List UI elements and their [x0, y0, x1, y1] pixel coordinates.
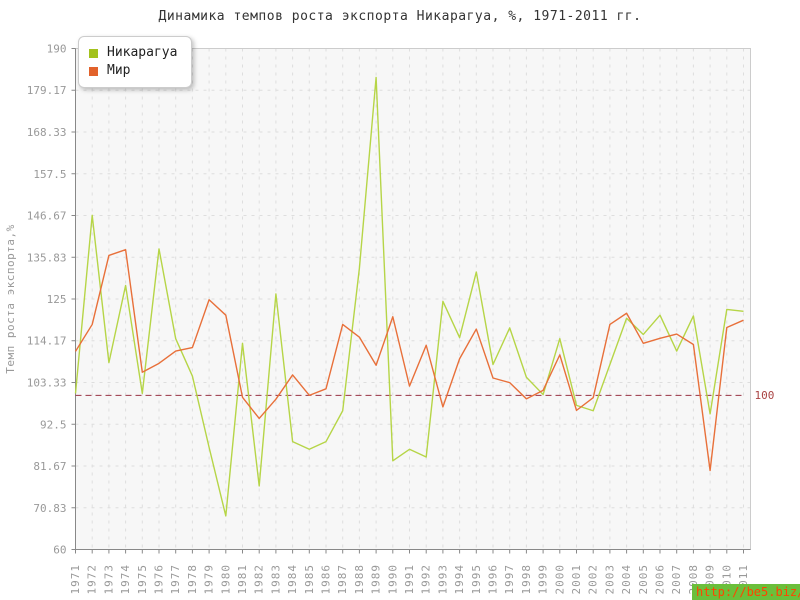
x-tick-label: 1991 [403, 564, 416, 595]
x-tick-label: 1987 [336, 564, 349, 595]
chart-title: Динамика темпов роста экспорта Никарагуа… [158, 9, 642, 24]
x-tick-label: 1978 [186, 564, 199, 595]
x-tick-label: 2005 [637, 564, 650, 595]
watermark-link[interactable]: http://be5.biz/ [692, 584, 800, 600]
x-tick-label: 1999 [537, 564, 550, 595]
x-tick-label: 1980 [219, 564, 232, 595]
x-tick-label: 2003 [603, 564, 616, 595]
x-tick-label: 1984 [286, 564, 299, 595]
y-tick-label: 157.5 [33, 168, 66, 181]
y-tick-label: 146.67 [27, 209, 67, 222]
y-tick-label: 179.17 [27, 84, 67, 97]
y-tick-label: 81.67 [33, 460, 66, 473]
x-tick-label: 1992 [420, 564, 433, 595]
y-tick-label: 125 [47, 293, 67, 306]
legend: Никарагуа Мир [78, 36, 193, 88]
nicaragua-swatch-icon [89, 48, 98, 58]
world-swatch-icon [89, 66, 98, 76]
x-tick-label: 1995 [470, 564, 483, 595]
x-tick-label: 1983 [269, 564, 282, 595]
y-tick-label: 190 [47, 43, 67, 56]
x-tick-label: 2000 [553, 564, 566, 595]
x-tick-label: 1986 [320, 564, 333, 595]
y-tick-label: 92.5 [40, 418, 67, 431]
y-tick-label: 60 [53, 544, 66, 557]
x-tick-label: 1979 [203, 564, 216, 595]
x-tick-label: 1972 [86, 564, 99, 595]
x-tick-label: 1973 [102, 564, 115, 595]
x-tick-label: 1981 [236, 564, 249, 595]
legend-item-world[interactable]: Мир [89, 62, 177, 80]
x-tick-label: 2002 [587, 564, 600, 595]
x-tick-label: 1997 [503, 564, 516, 595]
x-tick-label: 1982 [253, 564, 266, 595]
y-tick-label: 168.33 [27, 126, 67, 139]
x-tick-label: 1975 [136, 564, 149, 595]
reference-line-label: 100 [755, 389, 775, 402]
x-tick-label: 1971 [69, 564, 82, 595]
x-tick-label: 1994 [453, 564, 466, 595]
y-tick-label: 70.83 [33, 502, 66, 515]
x-tick-label: 1985 [303, 564, 316, 595]
legend-label-nicaragua: Никарагуа [107, 45, 178, 60]
x-tick-label: 1989 [370, 564, 383, 595]
x-tick-label: 1974 [119, 564, 132, 595]
series-line-world [74, 248, 744, 472]
y-tick-label: 135.83 [27, 251, 67, 264]
x-tick-label: 1996 [487, 564, 500, 595]
x-tick-label: 1990 [386, 564, 399, 595]
legend-label-world: Мир [107, 63, 131, 78]
x-tick-label: 1976 [153, 564, 166, 595]
y-axis-title: Темп роста экспорта,% [4, 224, 17, 374]
x-tick-label: 2004 [620, 564, 633, 595]
x-tick-label: 2006 [654, 564, 667, 595]
y-tick-label: 114.17 [27, 335, 67, 348]
legend-item-nicaragua[interactable]: Никарагуа [89, 44, 177, 62]
x-tick-label: 1998 [520, 564, 533, 595]
x-tick-label: 2001 [570, 564, 583, 595]
x-tick-label: 1977 [169, 564, 182, 595]
x-tick-label: 2007 [670, 564, 683, 595]
x-tick-label: 1993 [436, 564, 449, 595]
y-tick-label: 103.33 [27, 377, 67, 390]
x-tick-label: 1988 [353, 564, 366, 595]
